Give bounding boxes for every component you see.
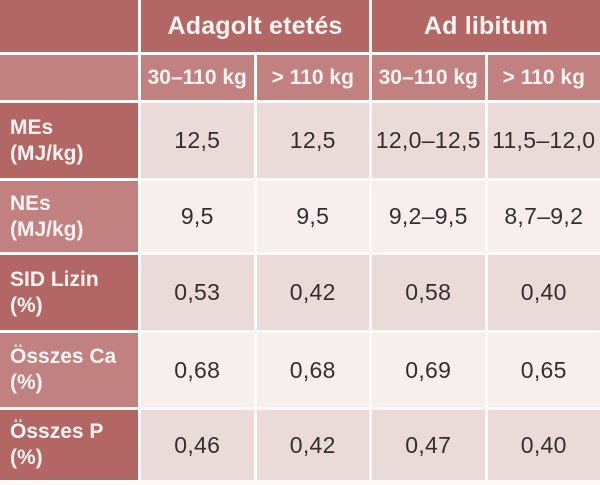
data-cell: 9,5: [141, 181, 254, 252]
row-label-unit: (MJ/kg): [10, 141, 84, 165]
row-label-nes: NEs (MJ/kg): [0, 181, 138, 252]
corner-cell-sub: [0, 55, 138, 100]
data-cell: 0,68: [256, 333, 369, 407]
data-cell: 0,40: [487, 410, 600, 480]
column-group-label: Adagolt etetés: [167, 11, 343, 40]
data-cell: 9,5: [256, 181, 369, 252]
subheader-label: 30–110 kg: [378, 65, 478, 89]
subheader-cell: 30–110 kg: [141, 55, 254, 100]
data-cell: 0,69: [372, 333, 485, 407]
row-label-unit: (%): [10, 446, 43, 469]
corner-cell-top: [0, 0, 138, 52]
data-cell: 8,7–9,2: [487, 181, 600, 252]
data-cell: 0,47: [372, 410, 485, 480]
row-label-name: Összes Ca: [10, 345, 117, 369]
row-label-sid-lizin: SID Lizin (%): [0, 255, 138, 330]
subheader-cell: > 110 kg: [487, 55, 600, 100]
row-label-mes: MEs (MJ/kg): [0, 103, 138, 178]
data-cell: 0,42: [256, 410, 369, 480]
data-cell: 0,68: [141, 333, 254, 407]
column-group-header-ad-libitum: Ad libitum: [372, 0, 600, 52]
row-label-osszes-ca: Összes Ca (%): [0, 333, 138, 407]
data-cell: 0,53: [141, 255, 254, 330]
data-cell: 0,40: [487, 255, 600, 330]
data-cell: 11,5–12,0: [487, 103, 600, 178]
row-label-name: NEs: [10, 191, 51, 215]
data-cell: 9,2–9,5: [372, 181, 485, 252]
subheader-label: 30–110 kg: [147, 65, 247, 89]
row-label-unit: (%): [10, 293, 43, 317]
data-cell: 12,5: [141, 103, 254, 178]
subheader-cell: > 110 kg: [256, 55, 369, 100]
subheader-cell: 30–110 kg: [372, 55, 485, 100]
subheader-label: > 110 kg: [502, 65, 585, 89]
data-cell: 12,0–12,5: [372, 103, 485, 178]
row-label-osszes-p: Összes P (%): [0, 410, 138, 480]
data-cell: 0,46: [141, 410, 254, 480]
data-cell: 0,58: [372, 255, 485, 330]
row-label-unit: (MJ/kg): [10, 217, 84, 241]
data-cell: 0,42: [256, 255, 369, 330]
column-group-header-adagolt-etetes: Adagolt etetés: [141, 0, 369, 52]
data-cell: 0,65: [487, 333, 600, 407]
row-label-name: MEs: [10, 115, 54, 139]
data-cell: 12,5: [256, 103, 369, 178]
subheader-label: > 110 kg: [271, 65, 354, 89]
row-label-name: SID Lizin: [10, 267, 99, 291]
row-label-name: Összes P: [10, 420, 104, 444]
row-label-unit: (%): [10, 371, 43, 394]
column-group-label: Ad libitum: [423, 11, 549, 40]
